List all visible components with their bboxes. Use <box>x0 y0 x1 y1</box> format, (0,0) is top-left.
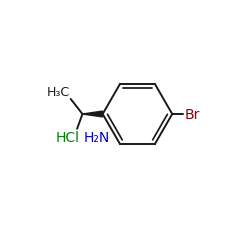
Polygon shape <box>82 112 102 117</box>
Text: HCl: HCl <box>55 130 79 144</box>
Text: H₃C: H₃C <box>46 86 70 99</box>
Text: H₂N: H₂N <box>83 130 109 144</box>
Text: Br: Br <box>184 108 199 121</box>
